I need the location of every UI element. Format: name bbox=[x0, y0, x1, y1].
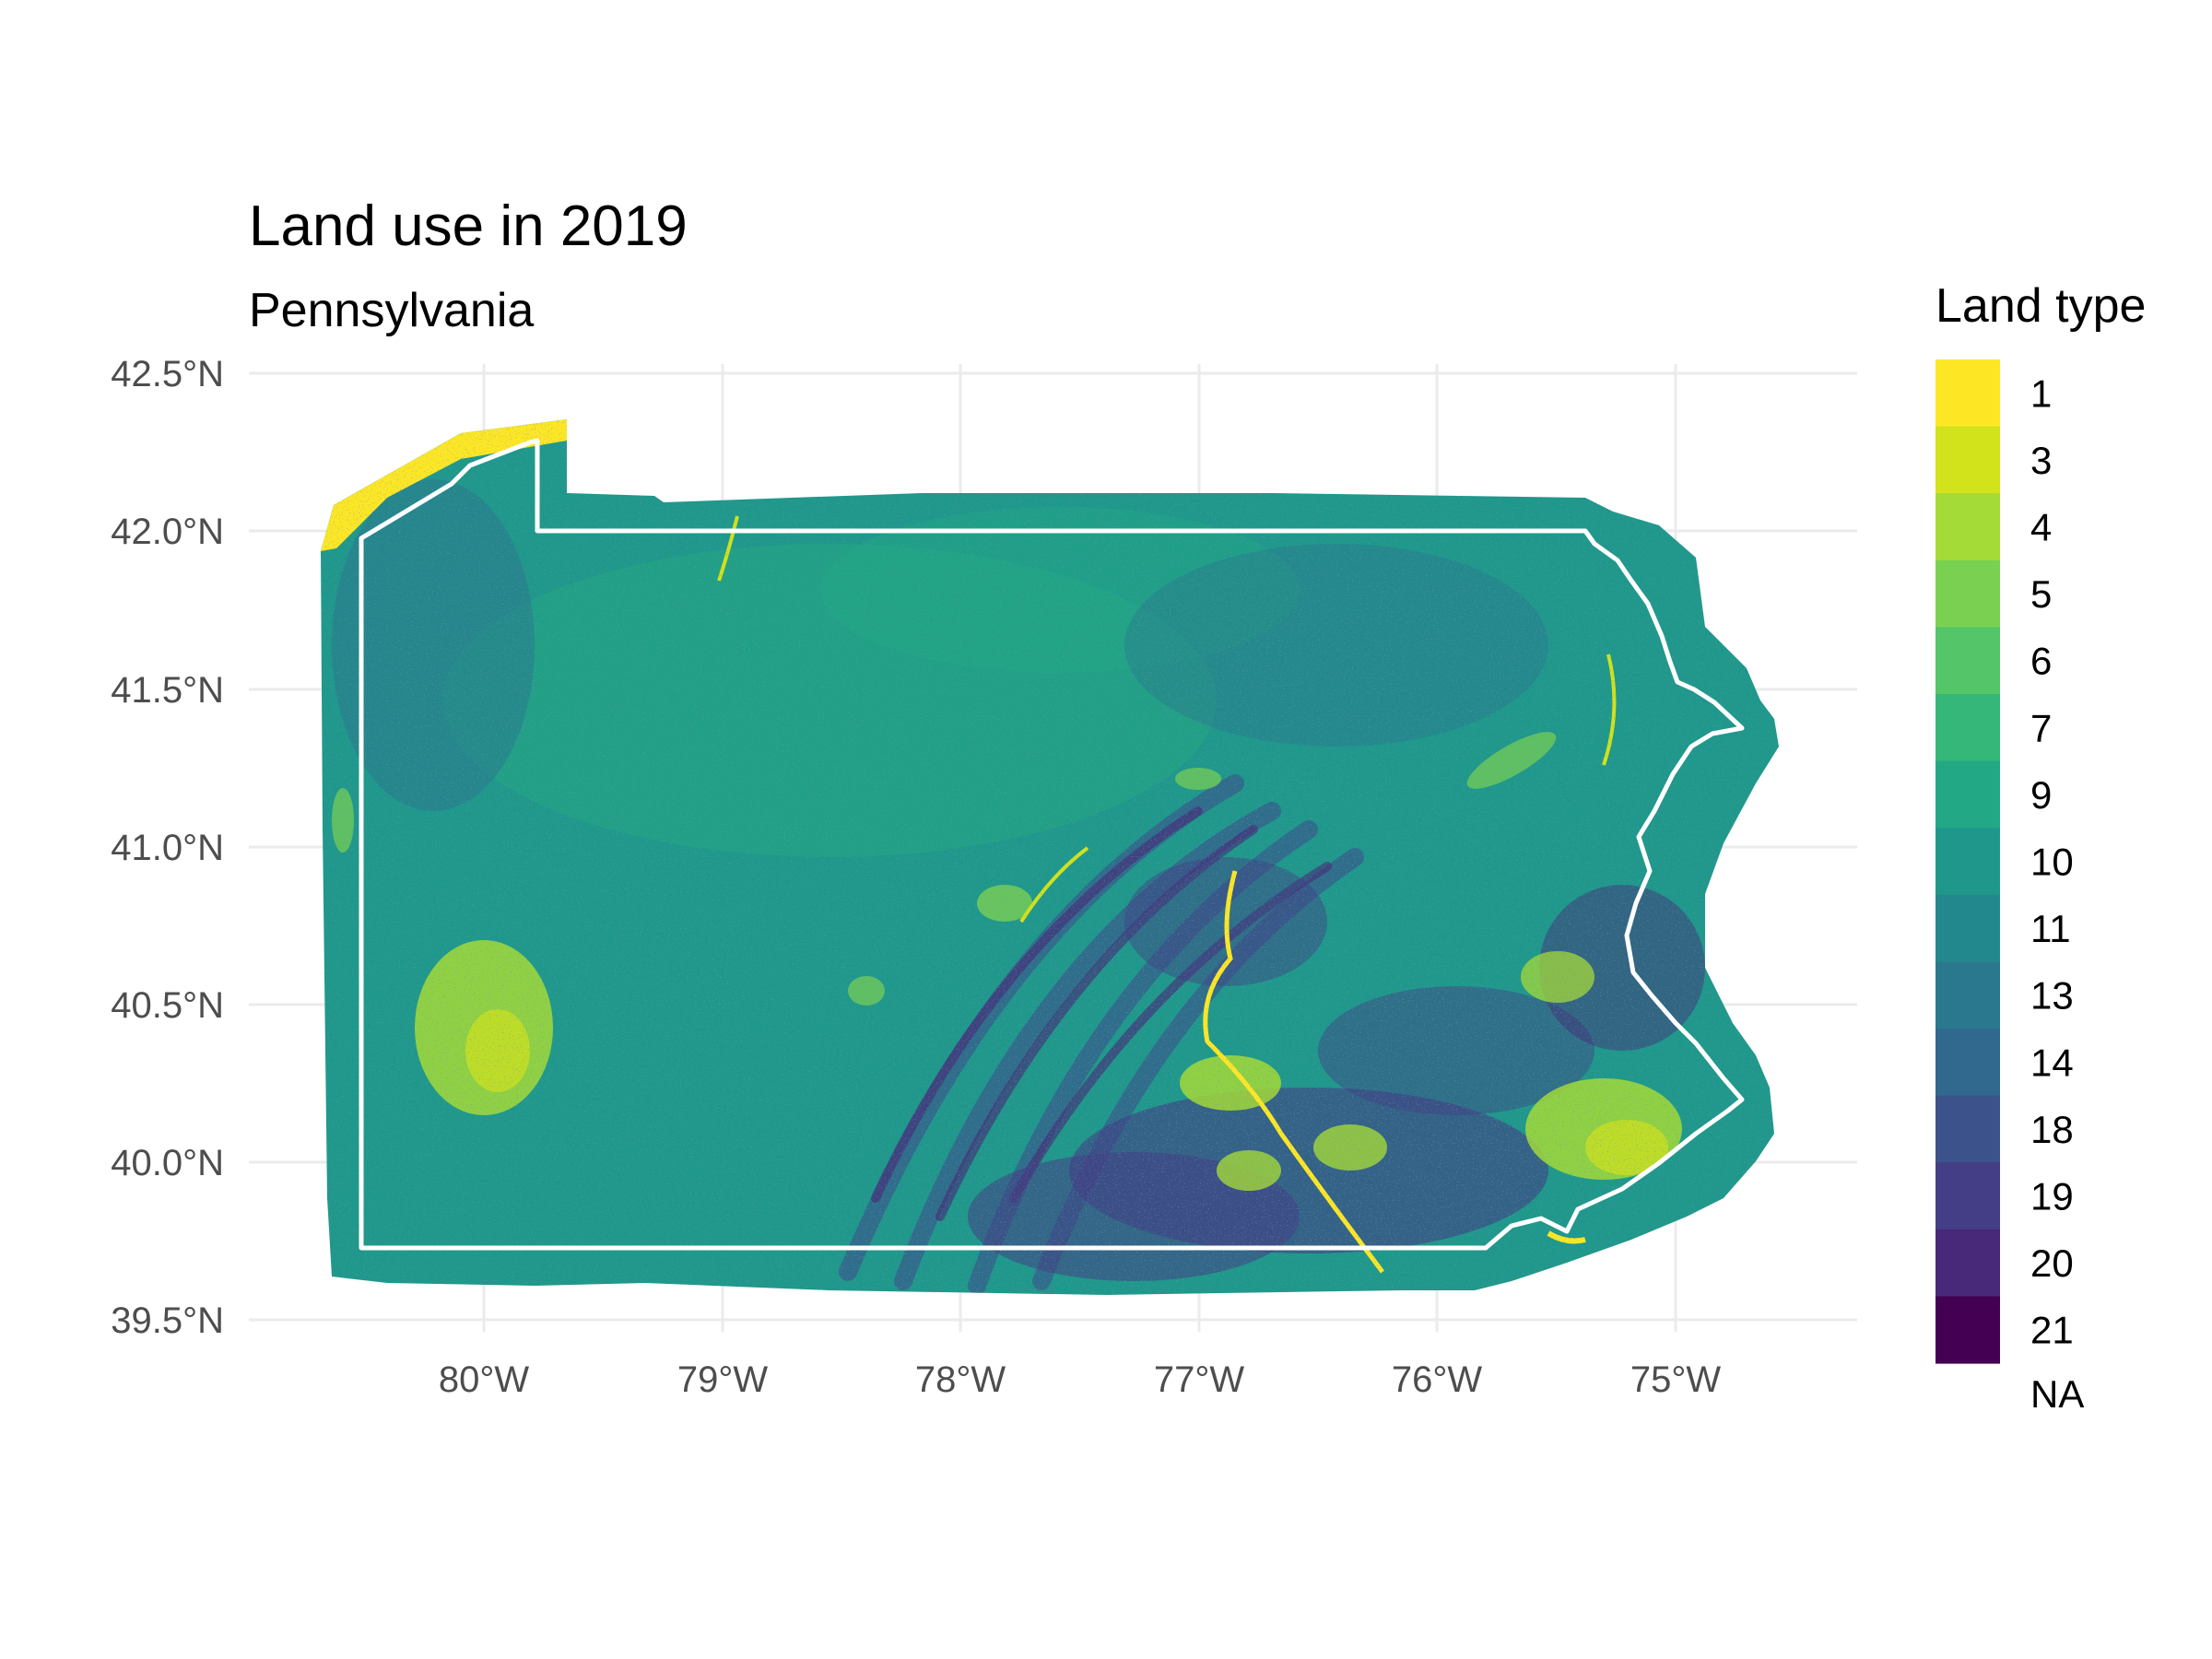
legend-na-label: NA bbox=[2030, 1372, 2084, 1416]
legend-swatch-7 bbox=[1936, 694, 2000, 762]
x-tick-label: 78°W bbox=[915, 1359, 1006, 1400]
raster-features bbox=[321, 419, 1779, 1295]
legend-swatch-9 bbox=[1936, 760, 2000, 829]
legend-label-6: 6 bbox=[2030, 640, 2052, 683]
y-tick-label: 42.5°N bbox=[111, 354, 224, 394]
x-axis: 80°W 79°W 78°W 77°W 76°W 75°W bbox=[439, 1359, 1721, 1400]
legend-swatch-19 bbox=[1936, 1162, 2000, 1230]
x-tick-label: 79°W bbox=[677, 1359, 768, 1400]
y-tick-label: 41.5°N bbox=[111, 670, 224, 711]
legend-swatch-6 bbox=[1936, 627, 2000, 695]
y-tick-label: 39.5°N bbox=[111, 1300, 224, 1341]
map-subtitle: Pennsylvania bbox=[249, 284, 534, 337]
x-tick-label: 80°W bbox=[439, 1359, 529, 1400]
x-tick-label: 77°W bbox=[1154, 1359, 1244, 1400]
legend-swatch-13 bbox=[1936, 961, 2000, 1030]
legend-label-1: 1 bbox=[2030, 371, 2052, 415]
legend-label-14: 14 bbox=[2030, 1041, 2074, 1084]
land-use-raster bbox=[321, 419, 1779, 1295]
legend-title: Land type bbox=[1936, 279, 2146, 333]
legend-label-10: 10 bbox=[2030, 841, 2074, 884]
legend-swatch-21 bbox=[1936, 1296, 2000, 1364]
y-tick-label: 40.5°N bbox=[111, 985, 224, 1026]
y-tick-label: 42.0°N bbox=[111, 512, 224, 552]
legend-swatch-18 bbox=[1936, 1095, 2000, 1163]
legend-swatch-11 bbox=[1936, 894, 2000, 962]
legend-label-19: 19 bbox=[2030, 1175, 2074, 1218]
legend-label-9: 9 bbox=[2030, 773, 2052, 817]
legend-swatch-14 bbox=[1936, 1029, 2000, 1097]
legend-label-21: 21 bbox=[2030, 1309, 2074, 1352]
x-tick-label: 76°W bbox=[1392, 1359, 1482, 1400]
legend-label-18: 18 bbox=[2030, 1108, 2074, 1151]
legend-swatch-1 bbox=[1936, 359, 2000, 428]
legend-label-4: 4 bbox=[2030, 506, 2052, 549]
pennsylvania-boundary bbox=[359, 438, 1745, 1251]
legend-swatch-10 bbox=[1936, 828, 2000, 896]
x-tick-label: 75°W bbox=[1630, 1359, 1721, 1400]
y-tick-label: 40.0°N bbox=[111, 1143, 224, 1183]
raster-speckle bbox=[321, 419, 1779, 1295]
y-axis: 42.5°N 42.0°N 41.5°N 41.0°N 40.5°N 40.0°… bbox=[111, 354, 224, 1341]
legend-label-5: 5 bbox=[2030, 572, 2052, 616]
map-title: Land use in 2019 bbox=[249, 194, 688, 258]
legend-swatch-3 bbox=[1936, 426, 2000, 494]
legend-label-7: 7 bbox=[2030, 706, 2052, 749]
legend-label-11: 11 bbox=[2030, 907, 2071, 950]
y-tick-label: 41.0°N bbox=[111, 828, 224, 868]
legend-swatch-5 bbox=[1936, 559, 2000, 628]
legend-label-3: 3 bbox=[2030, 439, 2052, 482]
legend-label-13: 13 bbox=[2030, 974, 2074, 1018]
legend-label-20: 20 bbox=[2030, 1241, 2074, 1285]
legend-swatch-20 bbox=[1936, 1229, 2000, 1297]
legend-swatch-4 bbox=[1936, 493, 2000, 561]
